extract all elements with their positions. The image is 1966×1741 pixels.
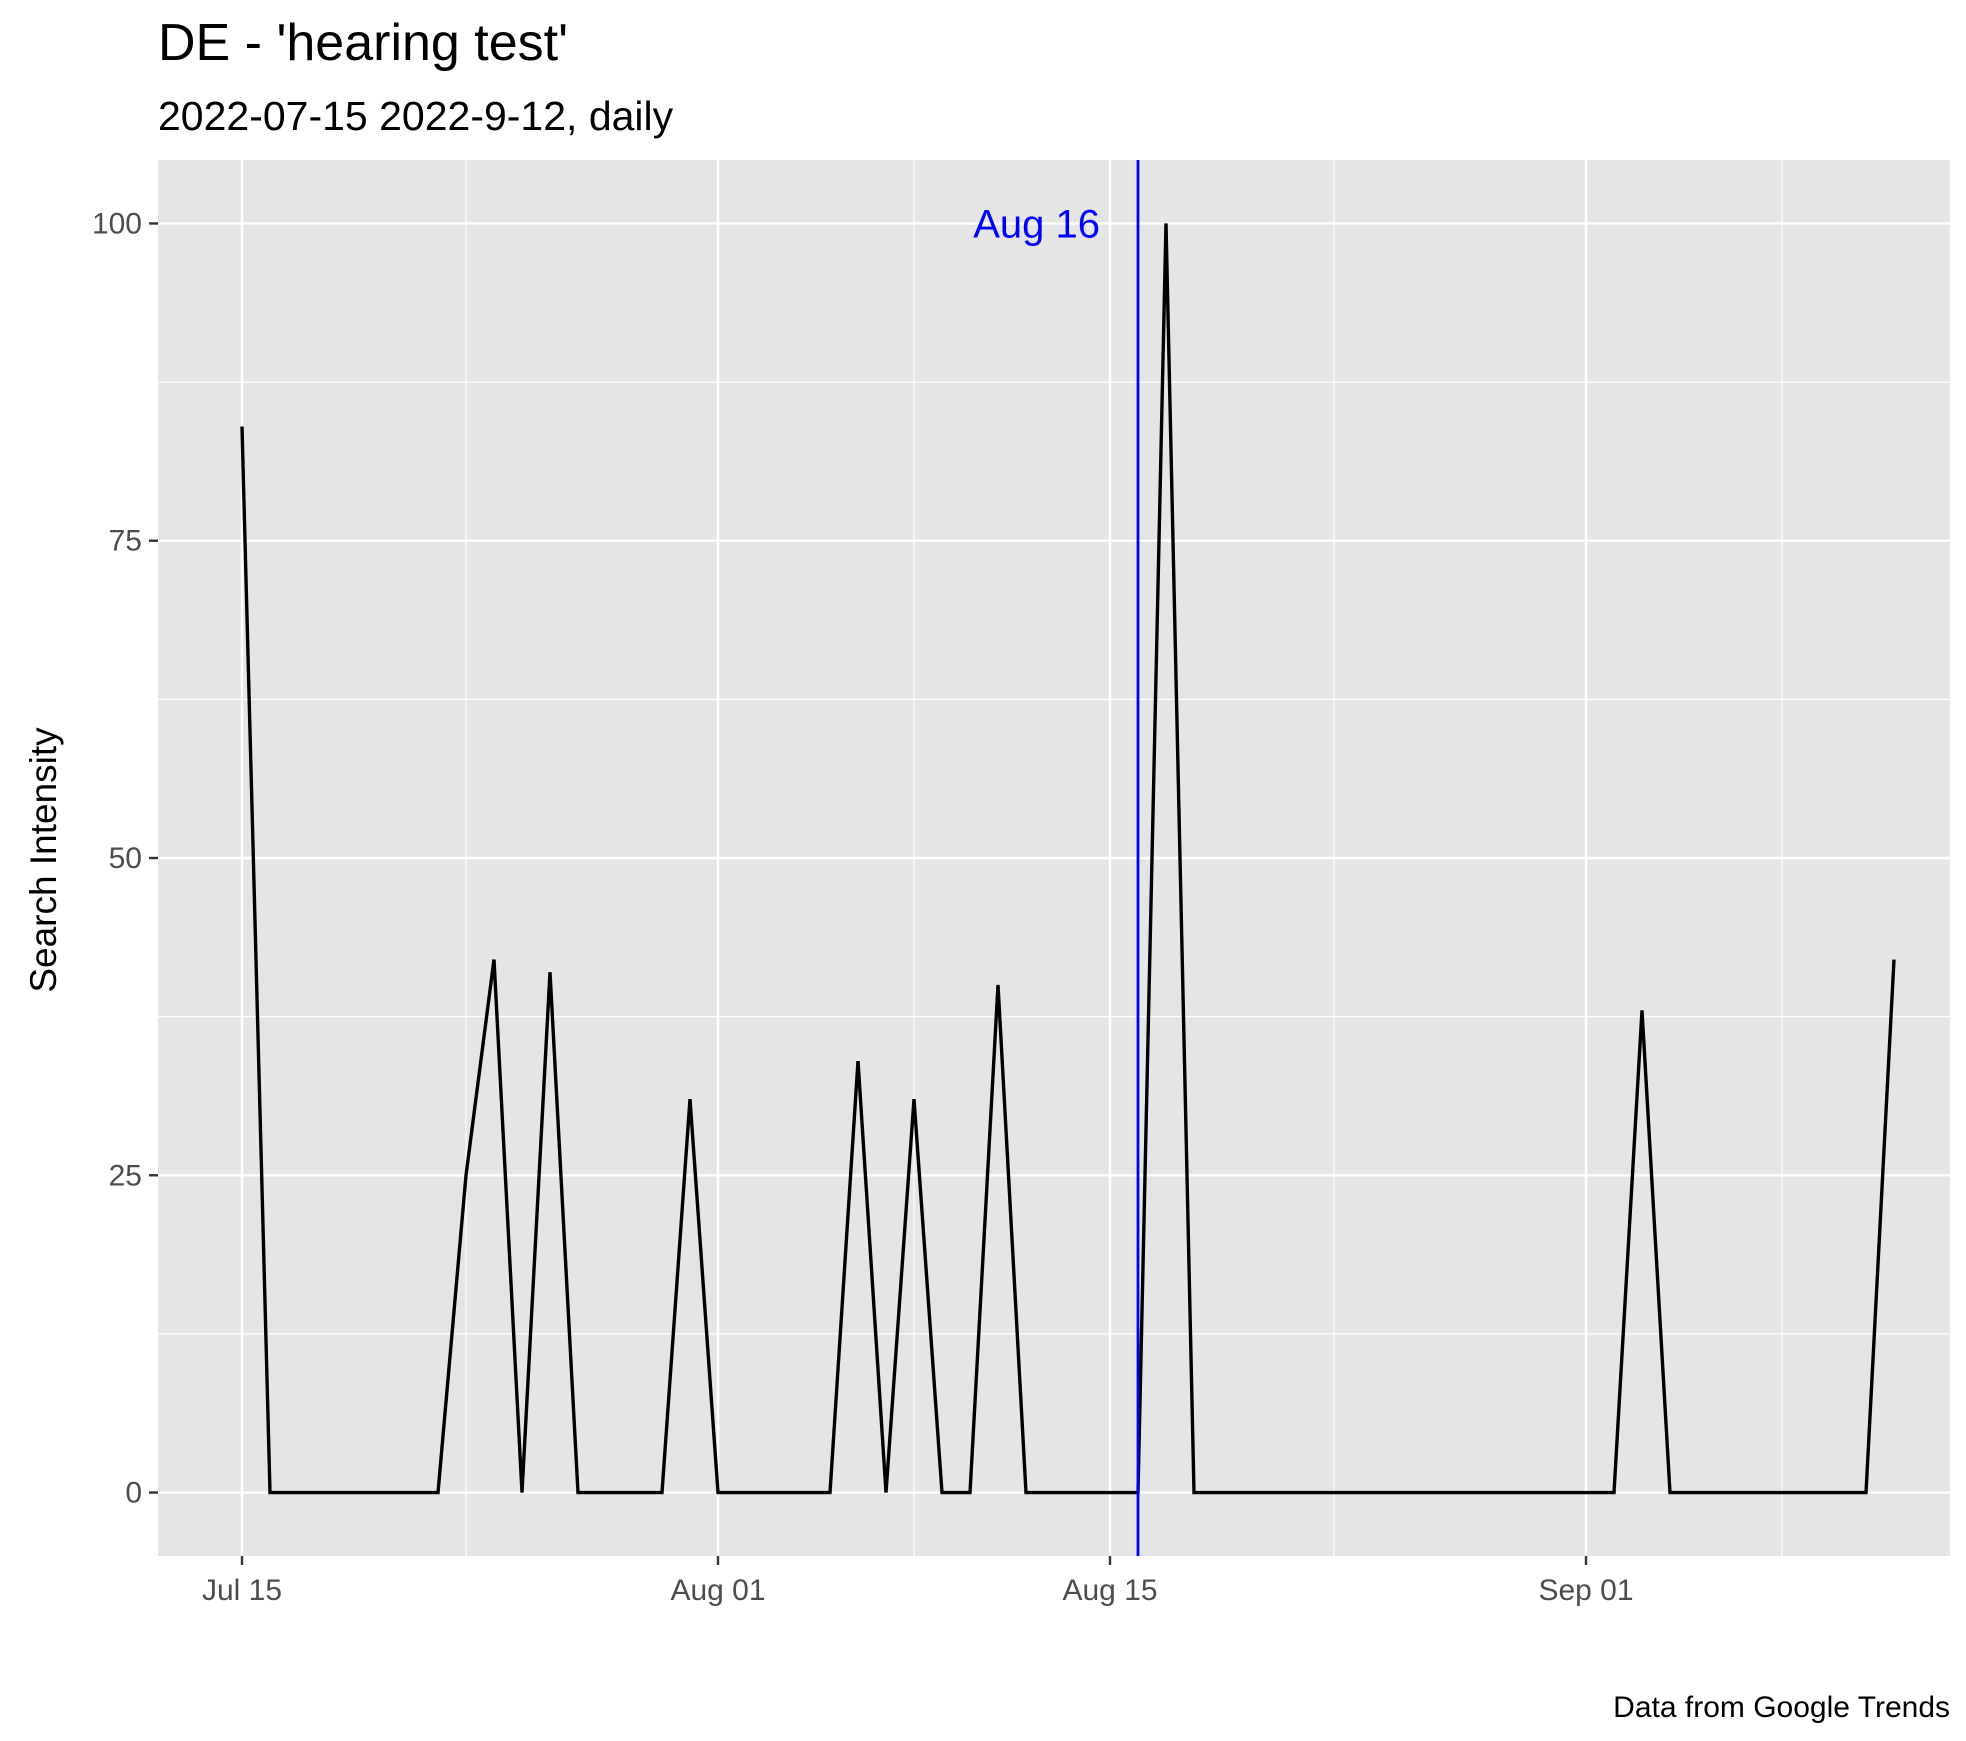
annotation-label: Aug 16 <box>973 202 1100 246</box>
x-tick-label: Aug 01 <box>670 1574 765 1607</box>
y-tick-label: 75 <box>109 525 142 558</box>
y-tick-label: 0 <box>125 1477 142 1510</box>
y-axis-title: Search Intensity <box>23 727 64 993</box>
chart-caption: Data from Google Trends <box>1613 1691 1950 1724</box>
plot-panel <box>149 160 1950 1565</box>
series-line <box>240 223 1896 1495</box>
chart-title: DE - 'hearing test' <box>158 14 568 72</box>
y-tick-label: 100 <box>92 207 142 240</box>
y-tick-label: 50 <box>109 842 142 875</box>
x-tick-label: Aug 15 <box>1062 1574 1157 1607</box>
x-tick-label: Sep 01 <box>1538 1574 1633 1607</box>
chart-subtitle: 2022-07-15 2022-9-12, daily <box>158 93 674 139</box>
x-tick-label: Jul 15 <box>202 1574 282 1607</box>
y-tick-label: 25 <box>109 1159 142 1192</box>
